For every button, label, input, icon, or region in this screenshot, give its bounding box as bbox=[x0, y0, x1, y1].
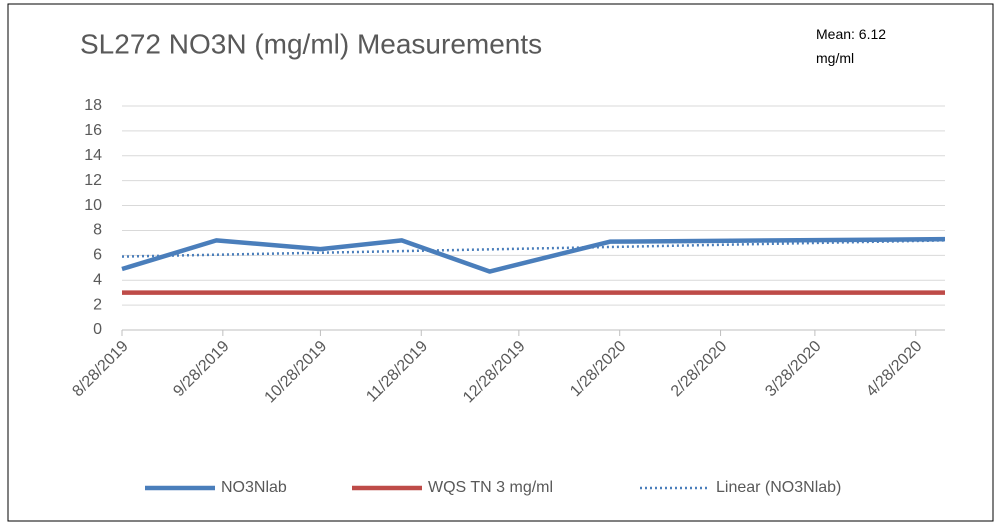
y-tick-label: 12 bbox=[84, 172, 102, 189]
y-tick-label: 2 bbox=[93, 296, 102, 313]
chart-frame bbox=[7, 3, 994, 522]
y-tick-label: 14 bbox=[84, 147, 102, 164]
legend-label: NO3Nlab bbox=[221, 479, 287, 496]
y-tick-label: 10 bbox=[84, 197, 102, 214]
legend-label: Linear (NO3Nlab) bbox=[716, 479, 841, 496]
y-tick-label: 4 bbox=[93, 271, 102, 288]
y-tick-label: 16 bbox=[84, 122, 102, 139]
series-line bbox=[121, 236, 946, 274]
y-tick-label: 6 bbox=[93, 247, 102, 264]
y-tick-label: 18 bbox=[84, 97, 102, 114]
chart-title: SL272 NO3N (mg/ml) Measurements bbox=[80, 28, 542, 59]
y-tick-label: 0 bbox=[93, 321, 102, 338]
annotation: Mean: 6.12 mg/ml bbox=[816, 26, 887, 66]
legend-label: WQS TN 3 mg/ml bbox=[428, 479, 553, 496]
y-tick-label: 8 bbox=[93, 222, 102, 239]
